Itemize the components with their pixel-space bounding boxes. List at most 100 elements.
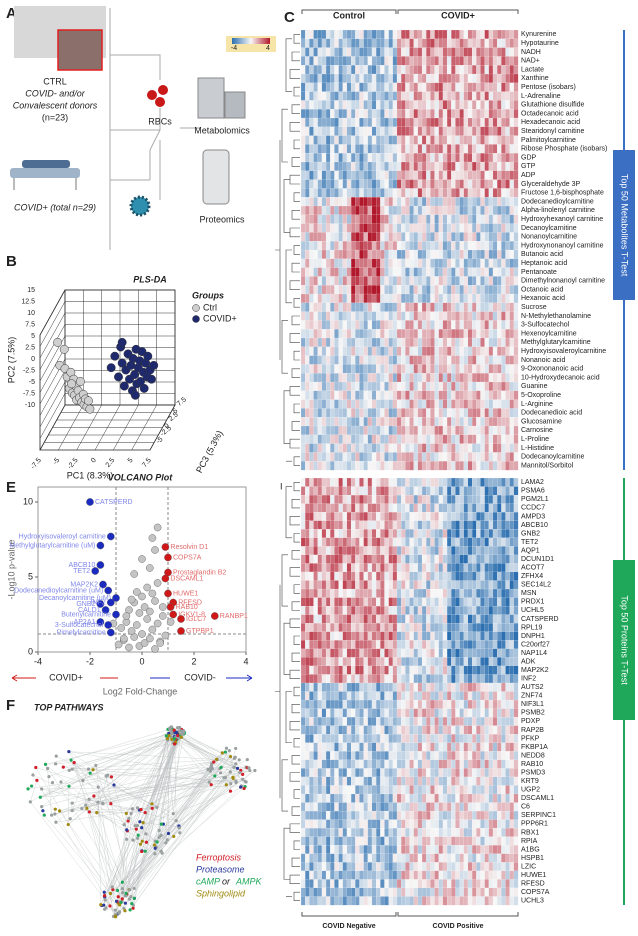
heatmap-cell: [384, 250, 388, 259]
heatmap-cell: [472, 382, 476, 391]
heatmap-cell: [368, 734, 372, 743]
heatmap-cell: [451, 598, 455, 607]
heatmap-cell: [355, 546, 359, 555]
heatmap-cell: [472, 224, 476, 233]
heatmap-cell: [305, 127, 309, 136]
heatmap-cell: [422, 347, 426, 356]
heatmap-cell: [305, 452, 309, 461]
heatmap-cell: [451, 109, 455, 118]
heatmap-cell: [372, 206, 376, 215]
row-label: Hydroxyhexanoyl carnitine: [521, 216, 603, 223]
heatmap-cell: [301, 329, 305, 338]
heatmap-cell: [460, 65, 464, 74]
heatmap-cell: [410, 700, 414, 709]
heatmap-cell: [301, 144, 305, 153]
heatmap-cell: [355, 674, 359, 683]
heatmap-cell: [389, 188, 393, 197]
row-label: RPL19: [521, 624, 543, 631]
heatmap-cell: [355, 700, 359, 709]
heatmap-cell: [322, 692, 326, 701]
row-label: NAD+: [521, 58, 540, 65]
heatmap-cell: [334, 700, 338, 709]
heatmap-cell: [334, 48, 338, 57]
heatmap-cell: [505, 657, 509, 666]
heatmap-cell: [505, 206, 509, 215]
heatmap-cell: [505, 364, 509, 373]
heatmap-cell: [326, 615, 330, 624]
heatmap-cell: [480, 417, 484, 426]
heatmap-cell: [439, 171, 443, 180]
heatmap-cell: [439, 657, 443, 666]
heatmap-cell: [314, 382, 318, 391]
heatmap-cell: [418, 563, 422, 572]
heatmap-cell: [364, 100, 368, 109]
heatmap-cell: [426, 487, 430, 496]
heatmap-cell: [389, 391, 393, 400]
heatmap-cell: [426, 241, 430, 250]
heatmap-cell: [318, 598, 322, 607]
ctrl-label: CTRL: [43, 76, 67, 86]
heatmap-cell: [435, 400, 439, 409]
heatmap-cell: [318, 74, 322, 83]
heatmap-cell: [309, 224, 313, 233]
heatmap-cell: [464, 92, 468, 101]
row-label: UCHL5: [521, 607, 544, 614]
heatmap-cell: [351, 347, 355, 356]
heatmap-cell: [368, 338, 372, 347]
heatmap-cell: [422, 329, 426, 338]
heatmap-cell: [410, 65, 414, 74]
heatmap-cell: [443, 580, 447, 589]
heatmap-cell: [389, 153, 393, 162]
heatmap-cell: [455, 364, 459, 373]
heatmap-cell: [468, 56, 472, 65]
heatmap-cell: [397, 224, 401, 233]
heatmap-cell: [447, 512, 451, 521]
heatmap-cell: [314, 487, 318, 496]
heatmap-cell: [368, 268, 372, 277]
heatmap-cell: [447, 726, 451, 735]
heatmap-cell: [330, 623, 334, 632]
heatmap-cell: [480, 521, 484, 530]
heatmap-cell: [451, 692, 455, 701]
heatmap-cell: [410, 153, 414, 162]
heatmap-cell: [347, 674, 351, 683]
heatmap-cell: [472, 504, 476, 513]
heatmap-cell: [401, 623, 405, 632]
heatmap-cell: [301, 751, 305, 760]
heatmap-cell: [322, 276, 326, 285]
node: [180, 736, 183, 739]
heatmap-cell: [422, 734, 426, 743]
heatmap-cell: [355, 127, 359, 136]
heatmap-cell: [351, 623, 355, 632]
heatmap-cell: [493, 461, 497, 470]
heatmap-cell: [393, 171, 397, 180]
heatmap-cell: [343, 250, 347, 259]
heatmap-cell: [443, 417, 447, 426]
heatmap-cell: [339, 649, 343, 658]
heatmap-cell: [351, 700, 355, 709]
heatmap-cell: [326, 426, 330, 435]
heatmap-cell: [435, 495, 439, 504]
heatmap-cell: [389, 640, 393, 649]
heatmap-cell: [305, 563, 309, 572]
heatmap-cell: [318, 649, 322, 658]
heatmap-cell: [501, 382, 505, 391]
heatmap-cell: [476, 320, 480, 329]
heatmap-cell: [330, 171, 334, 180]
heatmap-cell: [339, 100, 343, 109]
heatmap-cell: [410, 48, 414, 57]
heatmap-cell: [476, 751, 480, 760]
heatmap-cell: [505, 215, 509, 224]
heatmap-cell: [326, 589, 330, 598]
node: [153, 843, 156, 846]
heatmap-cell: [364, 162, 368, 171]
heatmap-cell: [351, 180, 355, 189]
heatmap-cell: [372, 109, 376, 118]
heatmap-cell: [389, 347, 393, 356]
heatmap-cell: [435, 734, 439, 743]
heatmap-cell: [426, 674, 430, 683]
heatmap-cell: [330, 606, 334, 615]
heatmap-cell: [476, 347, 480, 356]
heatmap-cell: [351, 153, 355, 162]
heatmap-cell: [439, 118, 443, 127]
